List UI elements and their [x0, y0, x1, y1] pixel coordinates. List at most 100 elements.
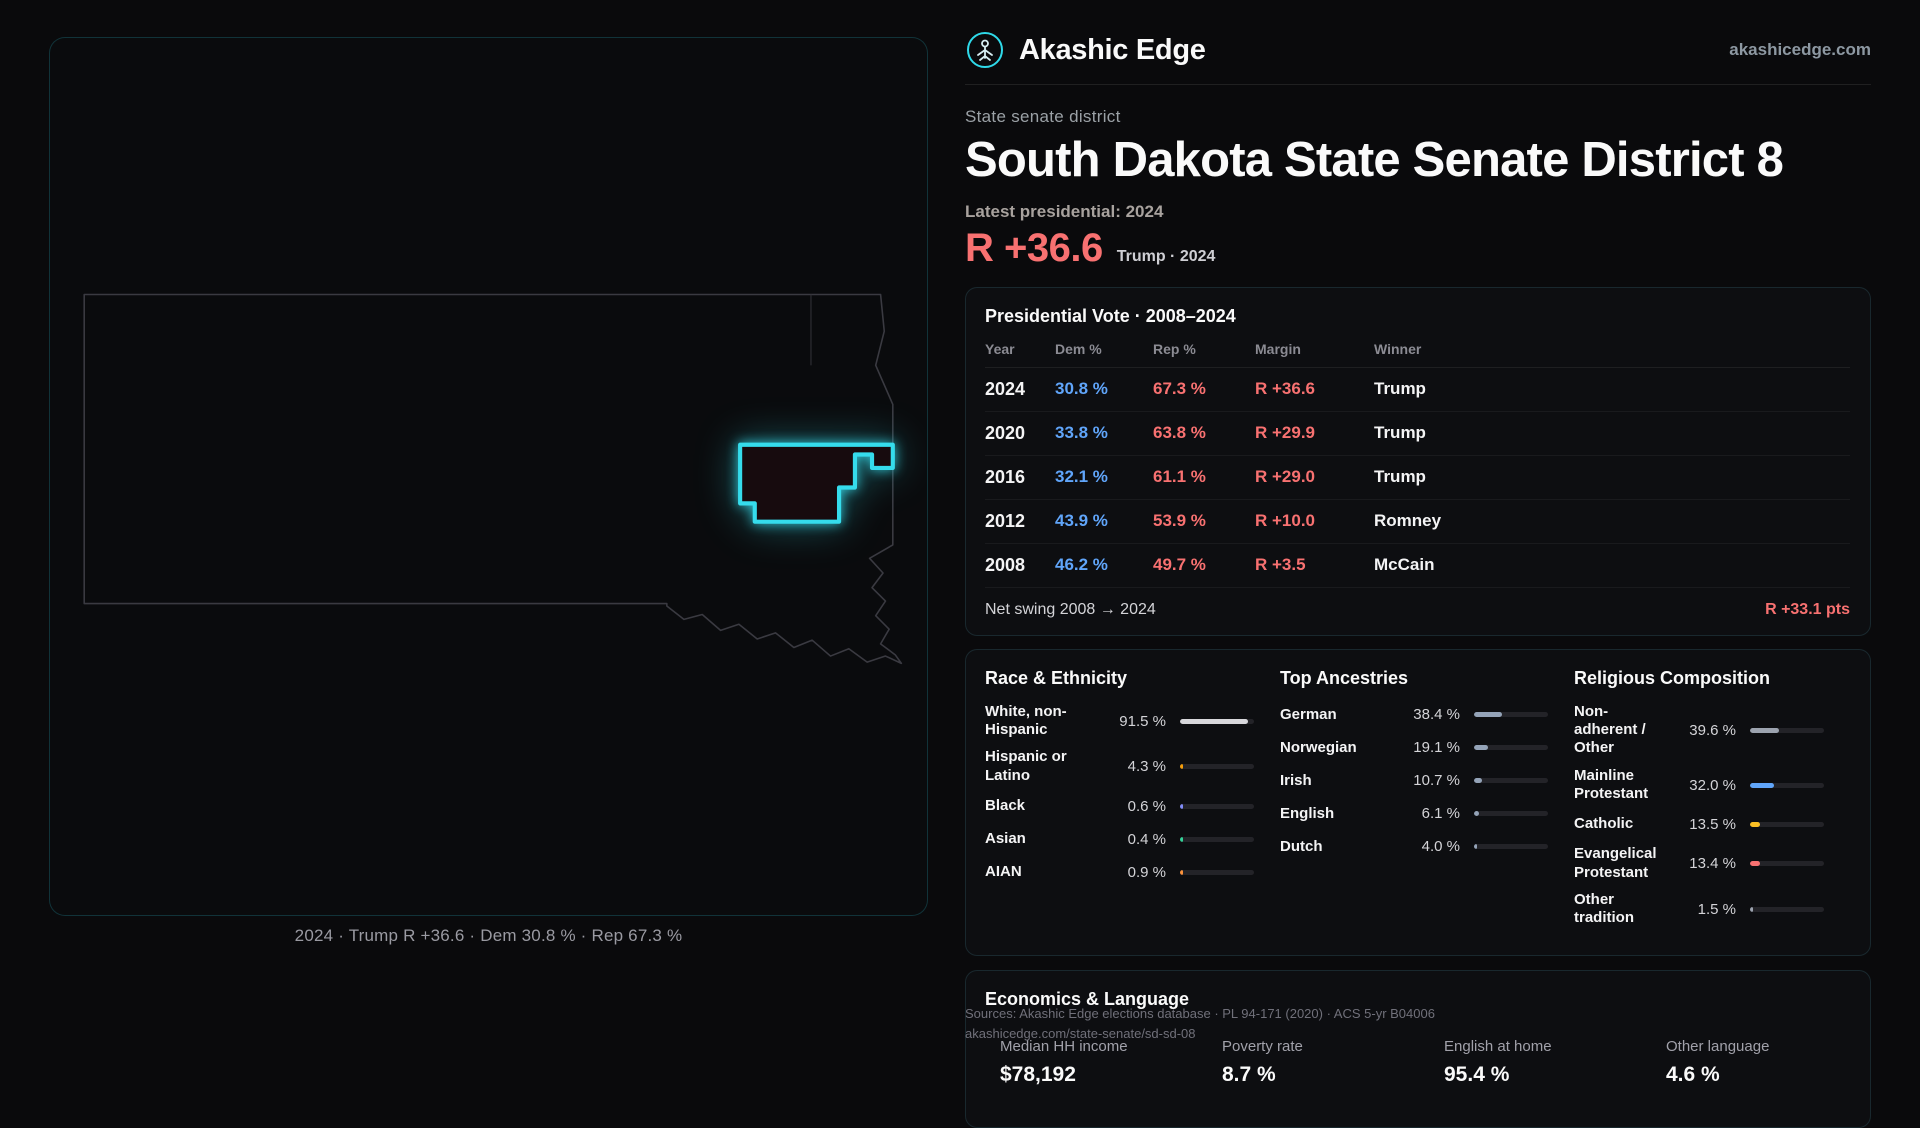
stat-value: 4.6 % — [1666, 1062, 1720, 1086]
stat-bar-fill — [1180, 836, 1183, 842]
stat-bar — [1474, 745, 1548, 751]
stat-label: Other tradition — [1574, 890, 1634, 927]
stat-row: Black 0.6 % — [985, 794, 1254, 818]
cell-winner: Trump — [1374, 423, 1426, 443]
south-dakota-outline — [83, 293, 903, 665]
table-header-row: Year Dem % Rep % Margin Winner — [985, 327, 1850, 368]
cell-margin: R +29.0 — [1255, 467, 1316, 487]
stat-label: Irish — [1280, 771, 1312, 789]
column-header: Rep % — [1153, 340, 1196, 357]
cell-dem: 32.1 % — [1055, 467, 1108, 487]
akashic-edge-logo — [965, 30, 1005, 70]
cell-winner: Romney — [1374, 511, 1442, 531]
election-row: 2024 30.8 % 67.3 % R +36.6 Trump — [985, 368, 1850, 412]
header-divider — [965, 84, 1871, 85]
stat-bar — [1474, 844, 1548, 850]
stat-row: Catholic 13.5 % — [1574, 812, 1824, 836]
net-swing-value: R +33.1 pts — [1765, 600, 1850, 618]
stat-value: 1.5 % — [1697, 900, 1736, 918]
stat-row: German 38.4 % — [1280, 703, 1548, 727]
net-swing-label: Net swing 2008 → 2024 — [985, 600, 1156, 618]
race-section-title: Race & Ethnicity — [985, 667, 1128, 688]
cell-dem: 43.9 % — [1055, 511, 1108, 531]
brand-domain-link[interactable]: akashicedge.com — [1729, 40, 1871, 59]
stat-bar — [1474, 712, 1548, 718]
election-row: 2020 33.8 % 63.8 % R +29.9 Trump — [985, 412, 1850, 456]
economic-stat: Median HH income $78,192 — [1000, 1038, 1222, 1087]
stat-value: 38.4 % — [1413, 706, 1460, 724]
stat-bar-fill — [1750, 821, 1760, 827]
race-list: White, non-Hispanic 91.5 % Hispanic or Lat… — [985, 703, 1254, 884]
stat-row: English 6.1 % — [1280, 802, 1548, 826]
cell-margin: R +10.0 — [1255, 511, 1316, 531]
stat-bar — [1750, 782, 1824, 788]
stat-row: Irish 10.7 % — [1280, 769, 1548, 793]
stat-label: Hispanic or Latino — [985, 748, 1067, 784]
cell-margin: R +36.6 — [1255, 379, 1316, 399]
table-body: 2024 30.8 % 67.3 % R +36.6 Trump 2020 33.8 % 63… — [985, 368, 1850, 588]
cell-dem: 30.8 % — [1055, 379, 1108, 399]
detail-panel: Akashic Edge akashicedge.com State senat… — [965, 0, 1871, 1128]
stat-label: Mainline Protestant — [1574, 766, 1649, 803]
column-header: Year — [985, 340, 1015, 357]
economics-stats-row: Median HH income $78,192 Poverty rate 8.7 %… — [985, 1038, 1850, 1087]
cell-year: 2024 — [985, 378, 1026, 399]
cell-margin: R +3.5 — [1255, 555, 1306, 575]
district-type-label: State senate district — [965, 107, 1121, 126]
latest-presidential-label: Latest presidential: 2024 — [965, 201, 1164, 221]
stat-label: German — [1280, 705, 1337, 723]
ancestries-list: German 38.4 % Norwegian 19.1 % Irish 10.7 % En… — [1280, 703, 1548, 859]
cell-winner: Trump — [1374, 467, 1426, 487]
sources-note: Sources: Akashic Edge elections database… — [965, 1004, 1435, 1044]
stat-row: Norwegian 19.1 % — [1280, 736, 1548, 760]
column-header: Winner — [1374, 340, 1422, 357]
stat-bar-fill — [1474, 844, 1477, 850]
cell-dem: 33.8 % — [1055, 423, 1108, 443]
cell-rep: 67.3 % — [1153, 379, 1206, 399]
stat-value: 4.0 % — [1421, 838, 1460, 856]
stat-bar-fill — [1750, 906, 1753, 912]
ancestries-section: Top Ancestries German 38.4 % Norwegian 19.1… — [1280, 668, 1574, 937]
cell-winner: McCain — [1374, 555, 1435, 575]
economics-card: Economics & Language Median HH income $78… — [965, 969, 1871, 1128]
stat-value: $78,192 — [1000, 1062, 1076, 1086]
district-8-shape — [738, 442, 895, 524]
stat-bar-fill — [1180, 869, 1183, 875]
cell-rep: 49.7 % — [1153, 555, 1206, 575]
stat-row: Mainline Protestant 32.0 % — [1574, 767, 1824, 804]
cell-year: 2012 — [985, 510, 1026, 531]
cell-dem: 46.2 % — [1055, 555, 1108, 575]
cell-year: 2016 — [985, 466, 1026, 487]
stat-value: 13.5 % — [1689, 815, 1736, 833]
stat-label: Black — [985, 796, 1026, 814]
ancestries-section-title: Top Ancestries — [1280, 667, 1409, 688]
page-title: South Dakota State Senate District 8 — [965, 133, 1784, 187]
stat-bar — [1750, 821, 1824, 827]
stat-bar — [1180, 718, 1254, 724]
stat-bar — [1474, 778, 1548, 784]
cell-year: 2020 — [985, 422, 1026, 443]
site-header: Akashic Edge akashicedge.com — [965, 0, 1871, 70]
stat-bar-fill — [1750, 782, 1774, 788]
economic-stat: English at home 95.4 % — [1444, 1038, 1666, 1087]
stat-label: Evangelical Protestant — [1574, 845, 1657, 881]
column-header: Margin — [1255, 340, 1301, 357]
stat-bar-fill — [1474, 745, 1489, 751]
stat-bar-fill — [1180, 764, 1184, 770]
stat-value: 0.9 % — [1127, 863, 1166, 881]
stat-bar-fill — [1180, 803, 1183, 809]
stat-label: Other language — [1666, 1037, 1770, 1055]
cell-year: 2008 — [985, 554, 1026, 575]
stat-bar-fill — [1474, 778, 1482, 784]
religion-section: Religious Composition Non-adherent / Oth… — [1574, 668, 1850, 937]
election-row: 2008 46.2 % 49.7 % R +3.5 McCain — [985, 544, 1850, 588]
cell-rep: 53.9 % — [1153, 511, 1206, 531]
map-caption: 2024 · Trump R +36.6 · Dem 30.8 % · Rep … — [294, 926, 683, 945]
column-header: Dem % — [1055, 340, 1102, 357]
economic-stat: Other language 4.6 % — [1666, 1038, 1888, 1087]
stat-label: English — [1280, 804, 1335, 822]
stat-label: Non-adherent / Other — [1574, 702, 1646, 757]
sources-line: Sources: Akashic Edge elections database… — [965, 1006, 1435, 1021]
sources-url: akashicedge.com/state-senate/sd-sd-08 — [965, 1026, 1196, 1041]
headline-margin-context: Trump · 2024 — [1116, 247, 1216, 265]
